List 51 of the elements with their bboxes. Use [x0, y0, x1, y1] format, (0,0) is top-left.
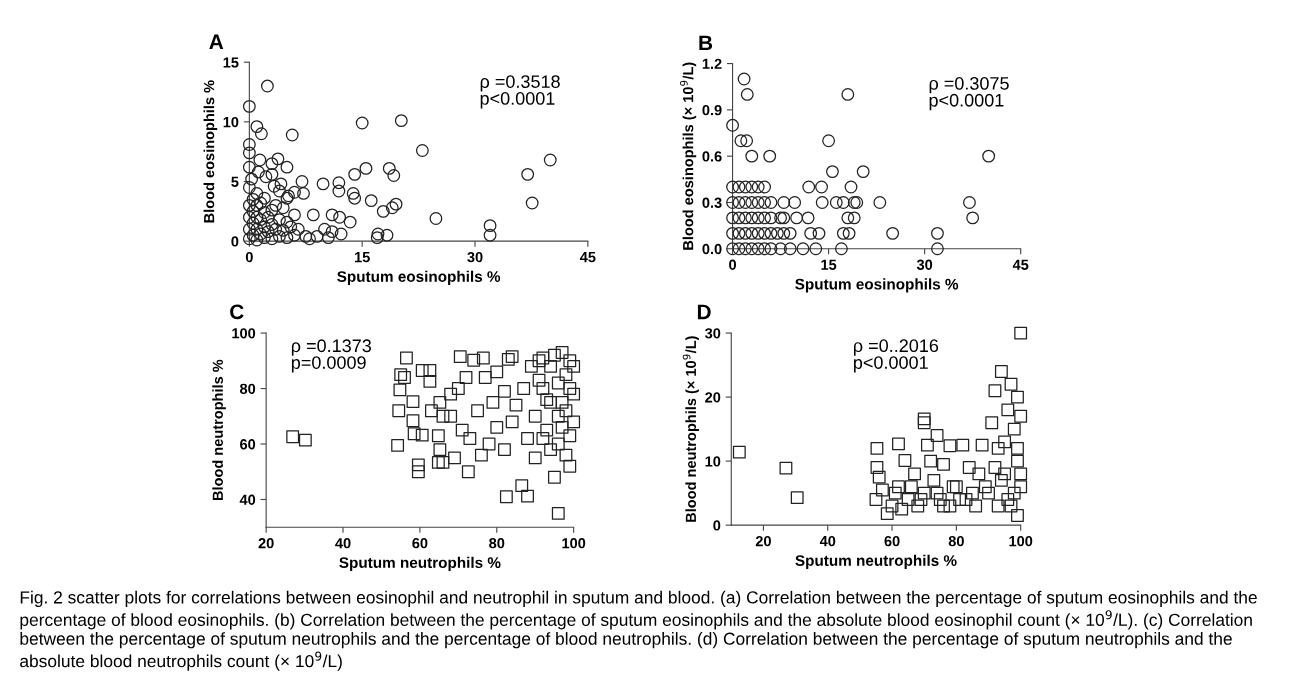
y-tick-label: 0.6	[702, 151, 722, 162]
x-axis-title: Sputum eosinophils %	[337, 270, 501, 285]
y-tick-label: 0	[713, 520, 721, 531]
x-tick-label: 15	[355, 252, 370, 263]
x-tick-label: 40	[819, 535, 836, 547]
x-tick-label: 40	[335, 538, 351, 549]
y-axis-title: Blood eosinophils (× 10$^{9}$/L)	[679, 62, 697, 250]
annotation: ρ =0.1373 p=0.0009	[291, 339, 372, 373]
x-axis-title: Sputum eosinophils %	[795, 278, 959, 293]
y-tick-label: 60	[240, 439, 256, 450]
y-tick-label: 0.9	[702, 104, 722, 116]
y-axis-title: Blood neutrophils (× 10$^{9}$/L)	[682, 336, 699, 522]
x-tick-label: 100	[562, 538, 586, 549]
y-tick-label: 10	[705, 456, 721, 467]
y-axis-title: Blood neutrophils %	[212, 359, 226, 501]
x-axis-title: Sputum neutrophils %	[795, 554, 957, 569]
y-tick-label: 1.2	[702, 58, 722, 69]
x-tick-label: 80	[489, 538, 505, 549]
x-tick-label: 45	[579, 252, 596, 263]
x-tick-label: 80	[948, 535, 964, 547]
y-tick-label: 20	[705, 392, 721, 403]
y-tick-label: 30	[704, 328, 721, 339]
chart-title: B	[699, 35, 713, 50]
chart-title: C	[230, 304, 244, 320]
y-tick-label: 5	[231, 176, 239, 187]
x-tick-label: 20	[755, 535, 771, 547]
x-tick-label: 15	[821, 259, 837, 270]
x-tick-label: 100	[1009, 535, 1033, 547]
annotation: ρ =0.3075 p<0.0001	[929, 77, 1009, 111]
y-tick-label: 10	[223, 116, 239, 128]
x-tick-label: 0	[729, 259, 737, 270]
annotation: ρ =0..2016 p<0.0001	[853, 339, 939, 373]
chart-title: D	[697, 304, 711, 320]
y-axis-title: Blood eosinophils %	[203, 80, 218, 223]
x-axis-title: Sputum neutrophils %	[339, 556, 501, 572]
chart-title: A	[209, 34, 224, 49]
x-tick-label: 45	[1012, 259, 1029, 270]
x-tick-label: 60	[884, 535, 900, 547]
x-tick-label: 60	[412, 538, 428, 549]
caption: Fig. 2 scatter plots for correlations between eosinophil and neutrophil in sputum and blood. (a) Correlation between the percentage of sputum eosinophils and the percentage of blood eosinophils. (b) Correlation between the percentage of sputum eosinophils and the absolute blood eosinophil count (× 10$^{9}$/L). (c) Correlation between the percentage of sputum neutrophils and the percentage of blood neutrophils. (d) Correlation between the percentage of sputum neutrophils and the absolute blood neutrophils count (× 10$^{9}$/L)	[20, 590, 1257, 671]
y-tick-label: 100	[232, 328, 256, 339]
y-tick-label: 80	[239, 383, 256, 394]
x-tick-label: 30	[916, 259, 933, 270]
x-tick-label: 30	[467, 251, 483, 263]
annotation: ρ =0.3518 p<0.0001	[480, 75, 560, 109]
x-tick-label: 20	[258, 538, 274, 549]
y-tick-label: 0.0	[702, 243, 722, 255]
y-tick-label: 0.3	[702, 197, 722, 208]
y-tick-label: 40	[239, 494, 256, 505]
y-tick-label: 15	[223, 57, 239, 68]
y-tick-label: 0	[231, 236, 239, 247]
